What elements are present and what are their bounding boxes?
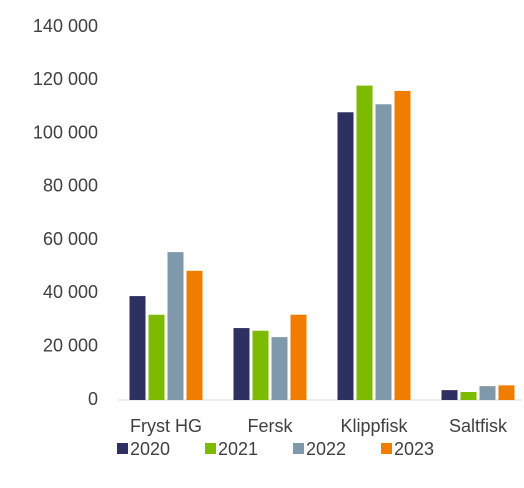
- y-tick-label: 0: [88, 389, 98, 409]
- bar: [441, 390, 458, 400]
- bar: [167, 252, 184, 400]
- legend-label: 2023: [394, 439, 434, 459]
- bar: [271, 337, 288, 400]
- legend-swatch: [205, 443, 216, 454]
- legend-label: 2021: [218, 439, 258, 459]
- bar: [375, 104, 392, 400]
- x-tick-label: Saltfisk: [449, 416, 508, 436]
- y-tick-label: 40 000: [43, 282, 98, 302]
- bar: [337, 112, 354, 400]
- bar: [356, 85, 373, 400]
- bar: [290, 314, 307, 400]
- y-tick-label: 60 000: [43, 229, 98, 249]
- bar: [186, 270, 203, 400]
- bar: [129, 296, 146, 400]
- y-tick-label: 120 000: [33, 69, 98, 89]
- y-tick-label: 140 000: [33, 16, 98, 36]
- x-tick-label: Fryst HG: [130, 416, 202, 436]
- bar: [233, 328, 250, 400]
- y-tick-label: 80 000: [43, 176, 98, 196]
- bar: [394, 90, 411, 400]
- y-tick-label: 20 000: [43, 335, 98, 355]
- bar: [252, 330, 269, 400]
- bar: [148, 314, 165, 400]
- y-tick-label: 100 000: [33, 122, 98, 142]
- legend-label: 2020: [130, 439, 170, 459]
- legend-swatch: [381, 443, 392, 454]
- bar: [479, 386, 496, 400]
- legend-label: 2022: [306, 439, 346, 459]
- x-tick-label: Fersk: [248, 416, 294, 436]
- x-tick-label: Klippfisk: [340, 416, 408, 436]
- legend-swatch: [293, 443, 304, 454]
- bar: [460, 392, 477, 400]
- bar: [498, 385, 515, 400]
- legend-swatch: [117, 443, 128, 454]
